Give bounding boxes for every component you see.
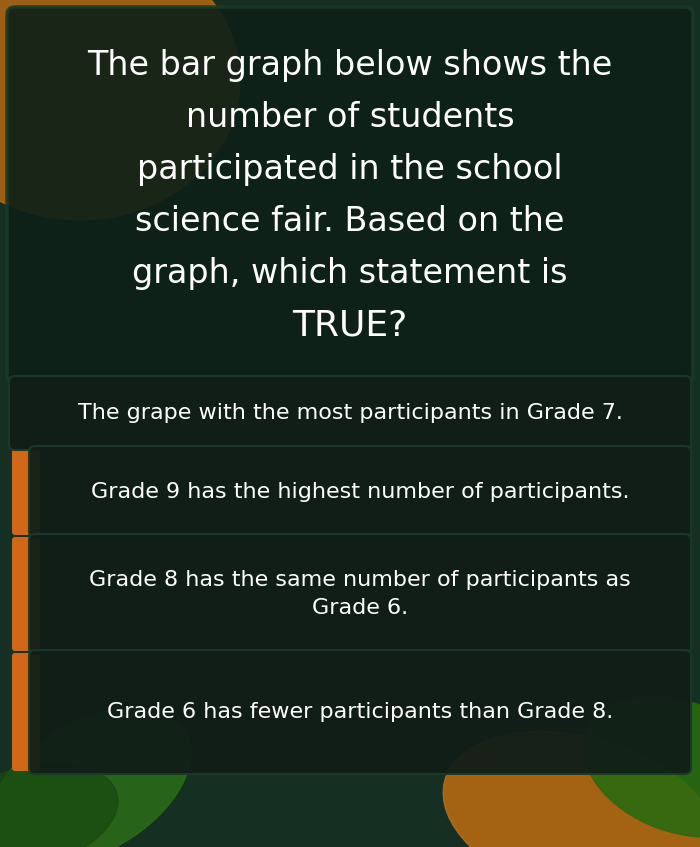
FancyBboxPatch shape [29, 534, 691, 654]
Ellipse shape [583, 697, 700, 837]
Text: TRUE?: TRUE? [293, 308, 407, 342]
FancyBboxPatch shape [12, 653, 40, 771]
Text: participated in the school: participated in the school [137, 152, 563, 185]
Text: The bar graph below shows the: The bar graph below shows the [88, 48, 612, 81]
FancyBboxPatch shape [29, 650, 691, 774]
Text: graph, which statement is: graph, which statement is [132, 257, 568, 290]
Text: Grade 9 has the highest number of participants.: Grade 9 has the highest number of partic… [91, 482, 629, 502]
Ellipse shape [0, 0, 240, 220]
Text: number of students: number of students [186, 101, 514, 134]
Text: The grape with the most participants in Grade 7.: The grape with the most participants in … [78, 403, 622, 423]
Text: science fair. Based on the: science fair. Based on the [135, 204, 565, 237]
Ellipse shape [0, 763, 118, 847]
FancyBboxPatch shape [29, 446, 691, 538]
Ellipse shape [443, 732, 700, 847]
Ellipse shape [0, 708, 190, 847]
Text: Grade 8 has the same number of participants as
Grade 6.: Grade 8 has the same number of participa… [89, 569, 631, 618]
Text: Grade 6 has fewer participants than Grade 8.: Grade 6 has fewer participants than Grad… [107, 702, 613, 722]
FancyBboxPatch shape [12, 537, 40, 651]
FancyBboxPatch shape [7, 7, 693, 383]
FancyBboxPatch shape [12, 449, 40, 535]
FancyBboxPatch shape [9, 376, 691, 450]
